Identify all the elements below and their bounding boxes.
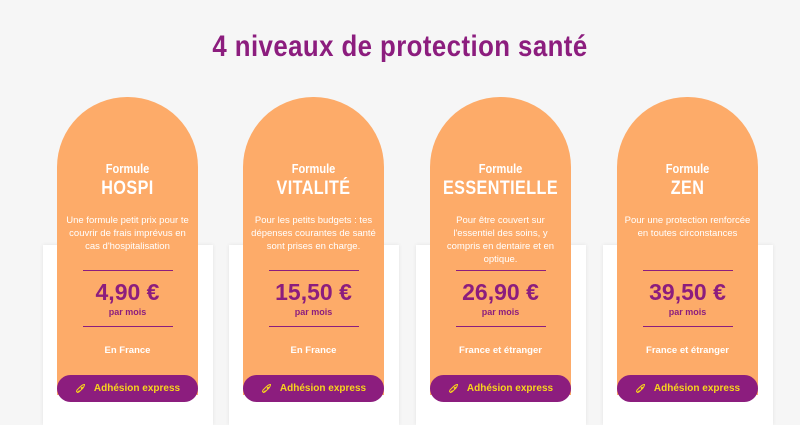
button-label: Adhésion express [653, 383, 741, 394]
divider [82, 326, 173, 327]
button-label: Adhésion express [466, 383, 554, 394]
plan-card: Formule VITALITÉ Pour les petits budgets… [243, 97, 384, 395]
plan-name: HOSPI [101, 178, 154, 199]
plan-card: Formule ZEN Pour une protection renforcé… [617, 97, 758, 395]
rocket-icon [635, 383, 645, 393]
plan-zone: France et étranger [459, 345, 542, 356]
button-label: Adhésion express [279, 383, 367, 394]
divider [268, 326, 359, 327]
plan-prefix: Formule [105, 161, 150, 176]
rocket-icon [261, 383, 271, 393]
plan-zone: En France [290, 345, 337, 356]
plan-prefix: Formule [478, 161, 523, 176]
plan-name: VITALITÉ [276, 178, 351, 199]
plan-price: 4,90 € [95, 279, 160, 305]
adhesion-express-button[interactable]: Adhésion express [243, 375, 384, 402]
rocket-icon [75, 383, 85, 393]
plan-card: Formule HOSPI Une formule petit prix pou… [57, 97, 198, 395]
plan-price: 15,50 € [275, 279, 352, 305]
plan-zone: France et étranger [646, 345, 729, 356]
plan-description: Pour être couvert sur l'essentiel des so… [446, 215, 555, 265]
button-label: Adhésion express [93, 383, 181, 394]
plan-description: Une formule petit prix pour te couvrir d… [66, 215, 189, 252]
page-title: 4 niveaux de protection santé [212, 30, 588, 63]
plan-description: Pour une protection renforcée en toutes … [624, 215, 751, 239]
plan-prefix: Formule [291, 161, 336, 176]
plan-prefix: Formule [665, 161, 710, 176]
plan-name: ESSENTIELLE [442, 178, 559, 199]
adhesion-express-button[interactable]: Adhésion express [57, 375, 198, 402]
plan-zone: En France [104, 345, 151, 356]
divider [455, 326, 546, 327]
divider [82, 270, 173, 271]
plan-price: 26,90 € [462, 279, 539, 305]
adhesion-express-button[interactable]: Adhésion express [617, 375, 758, 402]
plan-period: par mois [481, 307, 520, 317]
divider [268, 270, 359, 271]
plan-card: Formule ESSENTIELLE Pour être couvert su… [430, 97, 571, 395]
divider [642, 270, 733, 271]
divider [642, 326, 733, 327]
adhesion-express-button[interactable]: Adhésion express [430, 375, 571, 402]
plan-period: par mois [108, 307, 147, 317]
plan-price: 39,50 € [649, 279, 726, 305]
divider [455, 270, 546, 271]
plan-period: par mois [294, 307, 333, 317]
plan-period: par mois [668, 307, 707, 317]
plan-name: ZEN [670, 178, 705, 199]
plan-description: Pour les petits budgets : tes dépenses c… [251, 215, 376, 252]
rocket-icon [448, 383, 458, 393]
